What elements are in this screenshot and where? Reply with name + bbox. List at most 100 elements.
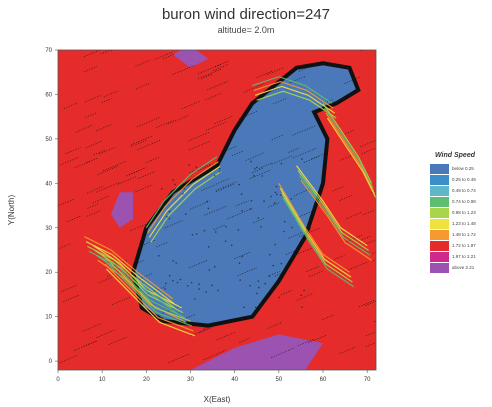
calm-dot <box>190 281 193 284</box>
legend-swatch <box>430 207 449 218</box>
wind-streak <box>346 234 363 243</box>
wind-streak <box>374 320 376 322</box>
wind-streak <box>75 124 94 133</box>
plot-frame <box>57 49 377 371</box>
wind-streak <box>137 171 155 180</box>
wind-streak <box>117 176 137 185</box>
legend-label: 1.23 to 1.48 <box>452 221 476 226</box>
wind-streak <box>362 209 374 215</box>
calm-dot <box>279 194 282 196</box>
y-tick-label: 40 <box>45 181 52 187</box>
wind-streak <box>129 222 149 232</box>
wind-streak <box>135 59 151 67</box>
wind-streak <box>183 314 196 320</box>
calm-dot <box>261 175 264 177</box>
flow-line <box>323 107 374 189</box>
wind-streak <box>162 53 175 60</box>
flow-line <box>88 250 178 315</box>
calm-dot <box>158 255 160 257</box>
flow-line <box>85 241 175 305</box>
wind-streak <box>167 115 189 125</box>
flow-line <box>297 170 369 251</box>
wind-streak <box>253 218 265 224</box>
legend-label: 1.48 to 1.72 <box>452 232 476 237</box>
calm-dot <box>172 179 174 181</box>
wind-streak <box>92 195 109 204</box>
wind-streak <box>268 202 280 208</box>
calm-dot <box>254 306 257 309</box>
wind-streak <box>238 110 258 120</box>
flow-line <box>256 90 337 119</box>
wind-streak <box>303 155 319 163</box>
calm-dot <box>183 187 186 190</box>
wind-streak <box>130 139 147 147</box>
legend-swatch <box>430 229 449 240</box>
wind-streak <box>288 147 300 153</box>
legend-swatch <box>430 262 449 273</box>
calm-dot <box>303 289 305 292</box>
wind-streak <box>136 116 161 128</box>
calm-dot <box>215 231 217 233</box>
wind-streak <box>86 186 103 194</box>
legend-swatch <box>430 185 449 196</box>
wind-streak <box>289 75 307 84</box>
calm-dot <box>264 282 267 285</box>
wind-streak <box>207 80 229 91</box>
wind-streak <box>236 200 249 207</box>
wind-streak <box>273 98 287 105</box>
wind-streak <box>96 181 120 193</box>
flow-line <box>148 165 221 238</box>
calm-dot <box>274 191 277 194</box>
legend-item: 0.25 to 0.49 <box>430 174 490 185</box>
wind-streak <box>139 239 156 248</box>
wind-streak <box>332 186 345 192</box>
wind-streak <box>216 331 237 341</box>
wind-streak <box>168 353 190 364</box>
speed-region <box>111 192 134 228</box>
wind-streak <box>181 100 202 110</box>
legend-swatch <box>430 196 449 207</box>
wind-streak <box>299 227 321 237</box>
legend-item: above 2.21 <box>430 262 490 273</box>
calm-dot <box>260 226 262 228</box>
wind-streak <box>154 51 174 60</box>
x-tick-label: 0 <box>56 377 60 383</box>
legend-item: 1.97 to 2.21 <box>430 251 490 262</box>
wind-streak <box>339 346 356 354</box>
flow-line <box>92 245 182 309</box>
calm-dot <box>225 226 227 228</box>
wind-streak <box>342 129 354 135</box>
wind-streak <box>93 149 106 156</box>
wind-streak <box>345 211 363 220</box>
x-tick-label: 30 <box>187 377 194 383</box>
calm-dot <box>250 160 252 163</box>
calm-dot <box>283 220 286 223</box>
wind-streak <box>103 90 119 98</box>
legend-label: 0.49 to 0.74 <box>452 188 476 193</box>
wind-streak <box>322 314 335 321</box>
calm-dot <box>301 158 303 160</box>
calm-dot <box>165 282 167 285</box>
wind-streak <box>205 121 227 131</box>
calm-dot <box>218 167 221 170</box>
calm-dot <box>273 202 276 204</box>
calm-dot <box>269 253 271 256</box>
wind-streak <box>83 50 101 58</box>
wind-streak <box>311 152 328 160</box>
legend-label: 1.72 to 1.97 <box>452 243 476 248</box>
wind-streak <box>274 271 286 277</box>
legend-item: 0.98 to 1.23 <box>430 207 490 218</box>
calm-dot <box>208 269 211 271</box>
flow-line <box>103 258 193 327</box>
flow-line <box>253 80 334 109</box>
y-tick-label: 50 <box>45 137 52 143</box>
legend-label: 1.97 to 2.21 <box>452 254 476 259</box>
calm-dot <box>164 288 166 290</box>
wind-streak <box>156 120 174 129</box>
flow-line <box>255 85 336 114</box>
calm-dot <box>238 183 240 186</box>
calm-dot <box>194 298 196 300</box>
flow-line <box>252 76 333 104</box>
flow-line <box>281 192 353 283</box>
calm-dot <box>249 284 251 287</box>
